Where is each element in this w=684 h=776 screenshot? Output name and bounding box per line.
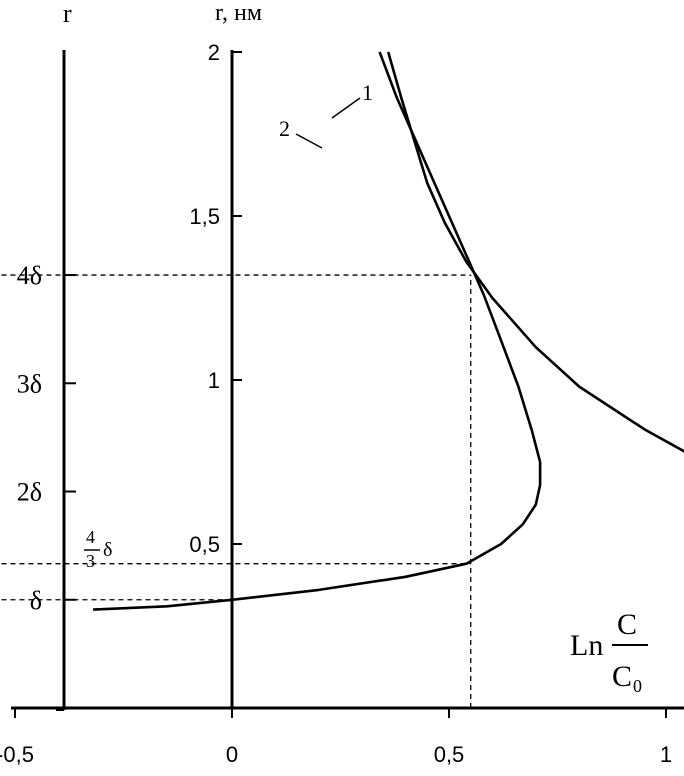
guide-lines <box>0 274 472 708</box>
series-line-1 <box>386 51 684 453</box>
y-tick-label-3: 2 <box>208 40 220 65</box>
x-tick-label-2: 0,5 <box>434 742 465 767</box>
x-tick-label-0: -0,5 <box>0 742 34 767</box>
left-tick-label-2: 3δ <box>17 369 42 398</box>
special-mark-symbol: δ <box>103 539 112 561</box>
x-axis-label-denominator-sub: 0 <box>633 676 642 696</box>
left-axis-label: r <box>63 0 72 28</box>
y-tick-label-2: 1,5 <box>189 204 220 229</box>
y-tick-label-0: 0,5 <box>189 532 220 557</box>
series-label-1: 1 <box>362 80 373 105</box>
special-mark-numerator: 4 <box>86 527 95 547</box>
series-label-leader-1 <box>331 97 361 119</box>
x-axis-label-prefix: Ln <box>570 629 603 662</box>
x-axis-label-denominator: C <box>612 660 632 693</box>
x-tick-label-3: 1 <box>660 742 672 767</box>
y-tick-label-1: 1 <box>208 368 220 393</box>
left-tick-label-3: 4δ <box>17 261 42 290</box>
y-axis-label: r, нм <box>215 0 262 26</box>
special-mark-label: 4 3 δ <box>84 527 112 571</box>
series-label-leader-2 <box>295 133 323 149</box>
series-label-2: 2 <box>279 116 290 141</box>
left-tick-label-1: 2δ <box>17 478 42 507</box>
series: 12 <box>93 51 684 611</box>
series-line-2 <box>93 51 542 611</box>
left-tick-label-0: δ <box>30 586 42 615</box>
special-mark-denominator: 3 <box>86 551 95 571</box>
x-axis-label-numerator: C <box>617 608 637 641</box>
axes <box>11 50 684 710</box>
x-tick-label-1: 0 <box>226 742 238 767</box>
x-axis-label: Ln C C 0 <box>570 608 648 696</box>
